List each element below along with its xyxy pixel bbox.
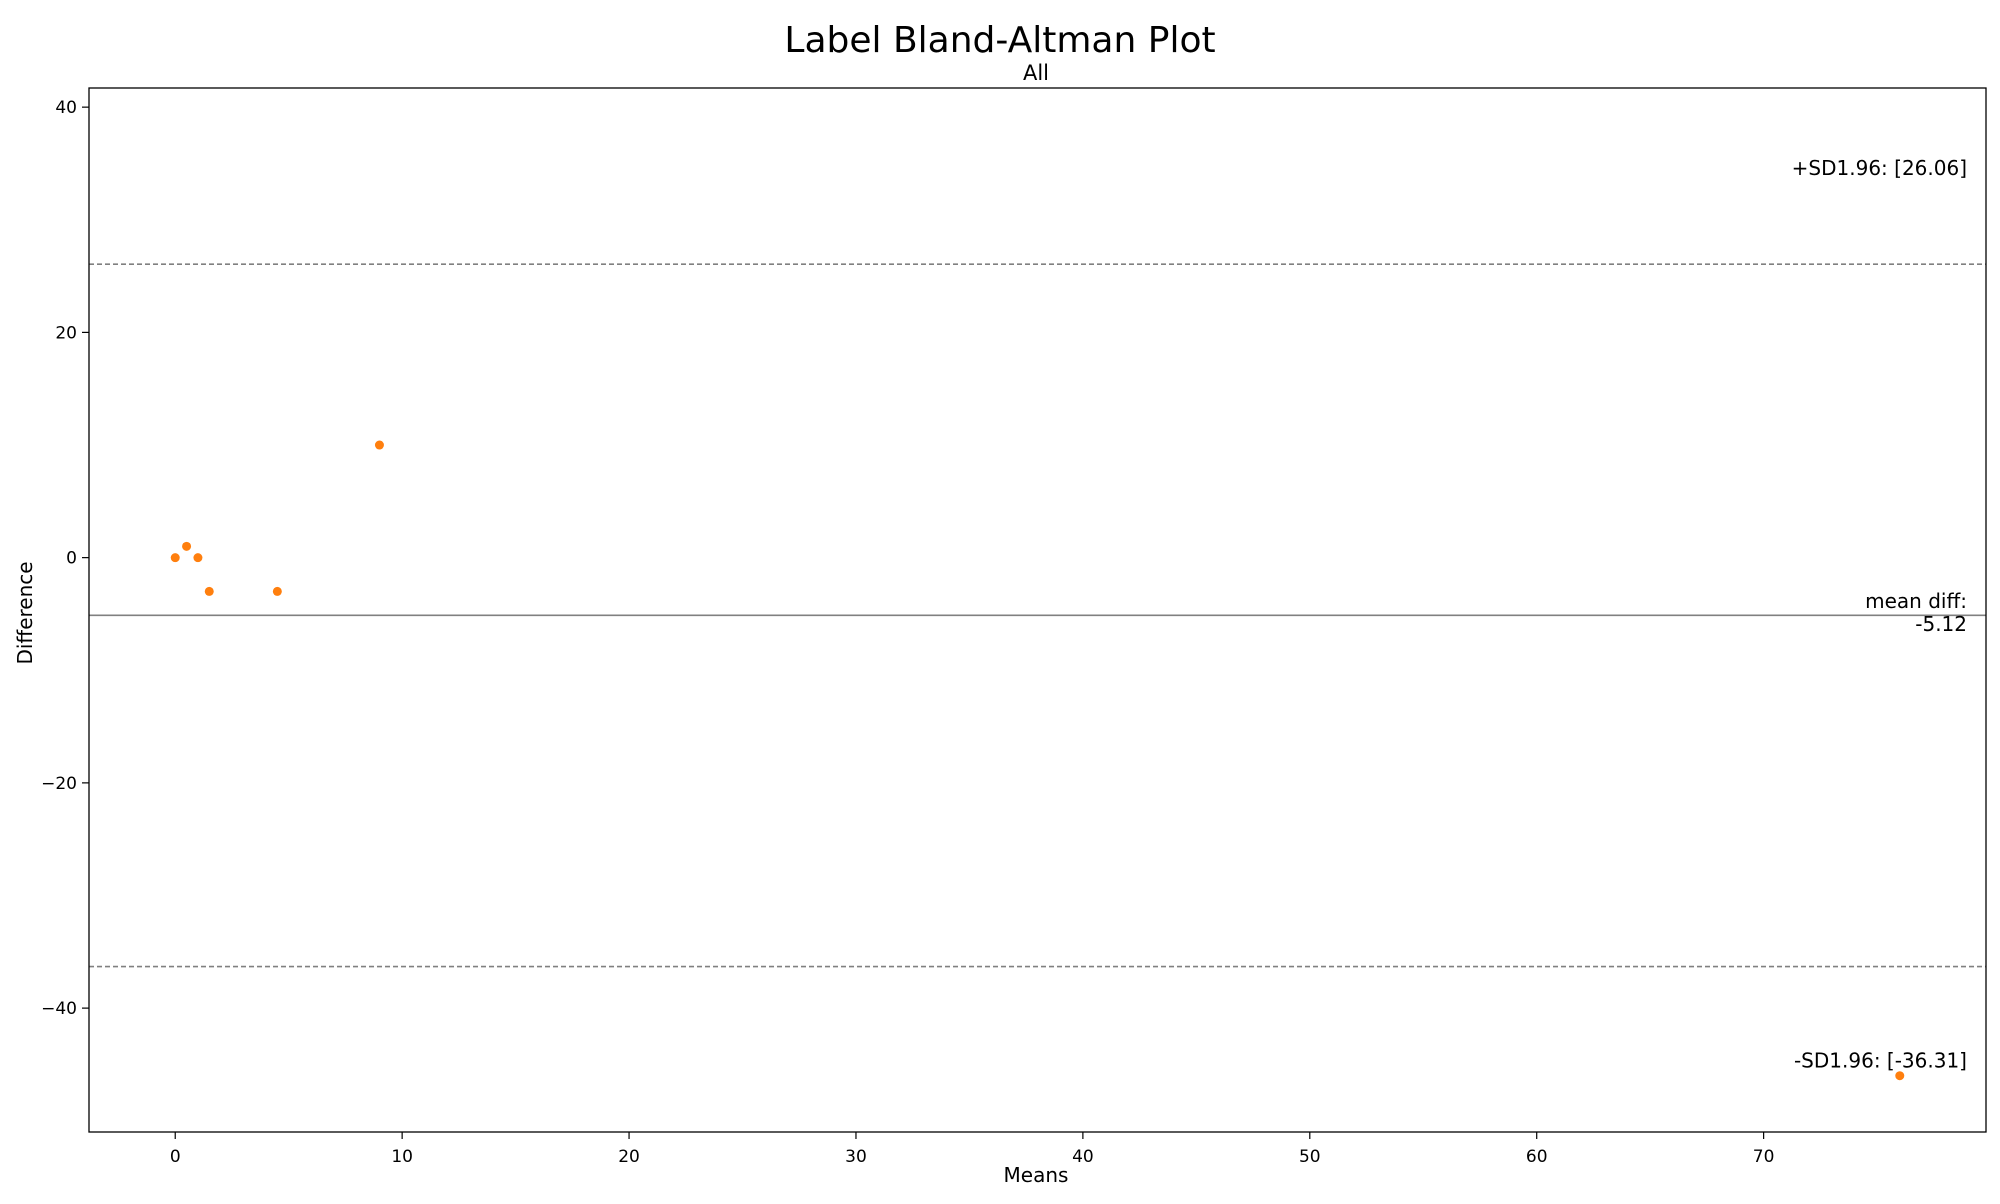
data-point	[204, 586, 214, 596]
x-tick-label: 50	[1299, 1147, 1321, 1167]
axes-frame	[88, 87, 1987, 1133]
data-point	[193, 553, 203, 563]
data-point	[374, 440, 384, 450]
x-tick-label: 30	[845, 1147, 867, 1167]
x-tick-label: 10	[391, 1147, 413, 1167]
y-tick-label: 20	[55, 323, 77, 343]
mean-diff-label: -5.12	[1915, 612, 1967, 636]
x-axis-label: Means	[1004, 1163, 1069, 1187]
y-tick-label: −40	[41, 999, 77, 1019]
data-point	[272, 586, 282, 596]
upper-limit-label: +SD1.96: [26.06]	[1792, 156, 1967, 180]
y-tick-label: 0	[66, 549, 77, 569]
y-tick-label: −20	[41, 774, 77, 794]
chart-title: Label Bland-Altman Plot	[784, 20, 1215, 61]
plot-area: mean diff:-5.12 +SD1.96: [26.06] -SD1.96: …	[41, 87, 1987, 1167]
chart-subtitle: All	[1023, 61, 1049, 85]
y-tick-label: 40	[55, 98, 77, 118]
x-tick-label: 20	[618, 1147, 640, 1167]
data-point	[182, 541, 192, 551]
x-tick-label: 0	[170, 1147, 181, 1167]
mean-diff-label: mean diff:	[1865, 589, 1967, 613]
data-point	[170, 553, 180, 563]
y-axis-label: Difference	[13, 561, 37, 664]
x-tick-label: 40	[1072, 1147, 1094, 1167]
lower-limit-label: -SD1.96: [-36.31]	[1794, 1049, 1967, 1073]
x-tick-label: 60	[1526, 1147, 1548, 1167]
data-point	[1895, 1071, 1905, 1081]
x-tick-label: 70	[1753, 1147, 1775, 1167]
